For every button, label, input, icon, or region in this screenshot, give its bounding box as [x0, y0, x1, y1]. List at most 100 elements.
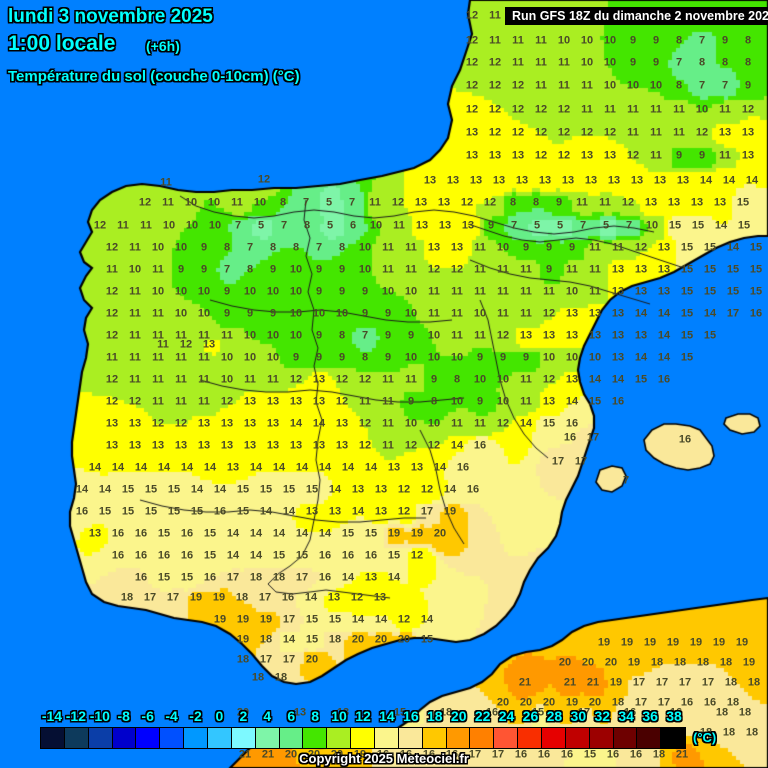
grid-value-label: 7	[698, 34, 706, 47]
grid-value-label: 9	[223, 285, 231, 298]
grid-value-label: 17	[295, 571, 309, 584]
legend-swatch	[279, 728, 304, 748]
grid-value-label: 10	[427, 351, 441, 364]
grid-value-label: 15	[259, 483, 273, 496]
grid-value-label: 12	[626, 149, 640, 162]
grid-value-label: 18	[726, 696, 740, 709]
grid-value-label: 11	[369, 196, 381, 209]
grid-value-label: 10	[289, 329, 303, 342]
grid-value-label: 15	[121, 505, 135, 518]
grid-value-label: 20	[236, 706, 250, 719]
grid-value-label: 15	[726, 285, 740, 298]
grid-value-label: 12	[460, 196, 474, 209]
grid-value-label: 13	[634, 329, 648, 342]
grid-value-label: 14	[450, 439, 464, 452]
grid-value-label: 11	[650, 126, 662, 139]
grid-value-label: 11	[198, 373, 210, 386]
grid-value-label: 14	[98, 483, 112, 496]
grid-value-label: 18	[650, 656, 664, 669]
grid-value-label: 13	[226, 461, 240, 474]
grid-value-label: 10	[603, 56, 617, 69]
grid-value-label: 13	[305, 505, 319, 518]
grid-value-label: 13	[415, 219, 429, 232]
grid-value-label: 15	[680, 263, 694, 276]
grid-value-label: 17	[726, 307, 740, 320]
grid-value-label: 9	[246, 307, 254, 320]
grid-value-label: 14	[703, 307, 717, 320]
grid-value-label: 8	[430, 395, 438, 408]
grid-value-label: 10	[369, 219, 383, 232]
grid-value-label: 16	[611, 395, 625, 408]
grid-value-label: 15	[703, 241, 717, 254]
grid-value-label: 9	[315, 351, 323, 364]
grid-value-label: 9	[744, 79, 752, 92]
grid-value-label: 12	[151, 417, 165, 430]
grid-value-label: 14	[180, 461, 194, 474]
grid-value-label: 9	[430, 373, 438, 386]
grid-value-label: 10	[588, 351, 602, 364]
grid-value-label: 11	[152, 307, 164, 320]
grid-value-label: 10	[496, 373, 510, 386]
grid-value-label: 9	[568, 241, 576, 254]
grid-value-label: 19	[565, 696, 579, 709]
grid-value-label: 11	[474, 329, 486, 342]
grid-value-label: 15	[144, 483, 158, 496]
grid-value-label: 12	[289, 373, 303, 386]
grid-value-label: 16	[606, 748, 620, 761]
grid-value-label: 11	[175, 329, 187, 342]
grid-value-label: 18	[259, 633, 273, 646]
grid-value-label: 12	[427, 263, 441, 276]
grid-value-label: 11	[157, 338, 169, 351]
grid-value-label: 10	[603, 34, 617, 47]
grid-value-label: 14	[351, 505, 365, 518]
grid-value-label: 12	[634, 241, 648, 254]
legend-swatch	[422, 728, 447, 748]
grid-value-label: 15	[726, 263, 740, 276]
grid-value-label: 14	[304, 591, 318, 604]
grid-value-label: 10	[243, 329, 257, 342]
grid-value-label: 15	[542, 417, 556, 430]
grid-value-label: 5	[602, 219, 610, 232]
legend-tick: -2	[189, 708, 202, 724]
grid-value-label: 13	[128, 439, 142, 452]
grid-value-label: 11	[106, 263, 118, 276]
grid-value-label: 12	[105, 373, 119, 386]
grid-value-label: 19	[689, 636, 703, 649]
grid-value-label: 17	[258, 591, 272, 604]
grid-value-label: 14	[157, 461, 171, 474]
legend-tick: 26	[522, 708, 539, 724]
grid-value-label: 10	[473, 307, 487, 320]
legend-swatch	[88, 728, 113, 748]
grid-value-label: 14	[588, 373, 602, 386]
grid-value-label: 11	[198, 351, 210, 364]
grid-value-label: 15	[737, 219, 751, 232]
grid-value-label: 13	[603, 149, 617, 162]
grid-value-label: 11	[512, 34, 524, 47]
grid-value-label: 10	[197, 307, 211, 320]
grid-value-label: 9	[652, 34, 660, 47]
grid-value-label: 11	[604, 103, 616, 116]
grid-value-label: 9	[200, 263, 208, 276]
grid-value-label: 11	[520, 373, 532, 386]
grid-value-label: 11	[451, 307, 463, 320]
grid-value-label: 21	[586, 676, 600, 689]
grid-value-label: 20	[330, 748, 344, 761]
legend-swatch	[637, 728, 662, 748]
grid-value-label: 18	[120, 591, 134, 604]
grid-value-label: 16	[213, 505, 227, 518]
grid-value-label: 16	[157, 549, 171, 562]
grid-value-label: 17	[574, 455, 588, 468]
grid-value-label: 11	[428, 307, 440, 320]
grid-value-label: 13	[289, 395, 303, 408]
grid-value-label: 15	[588, 395, 602, 408]
grid-value-label: 15	[680, 329, 694, 342]
grid-value-label: 12	[542, 373, 556, 386]
grid-value-label: 13	[374, 505, 388, 518]
grid-value-label: 10	[626, 79, 640, 92]
grid-value-label: 13	[105, 417, 119, 430]
grid-value-label: 10	[649, 79, 663, 92]
legend-color-bar[interactable]	[40, 727, 686, 749]
grid-value-label: 11	[152, 263, 164, 276]
